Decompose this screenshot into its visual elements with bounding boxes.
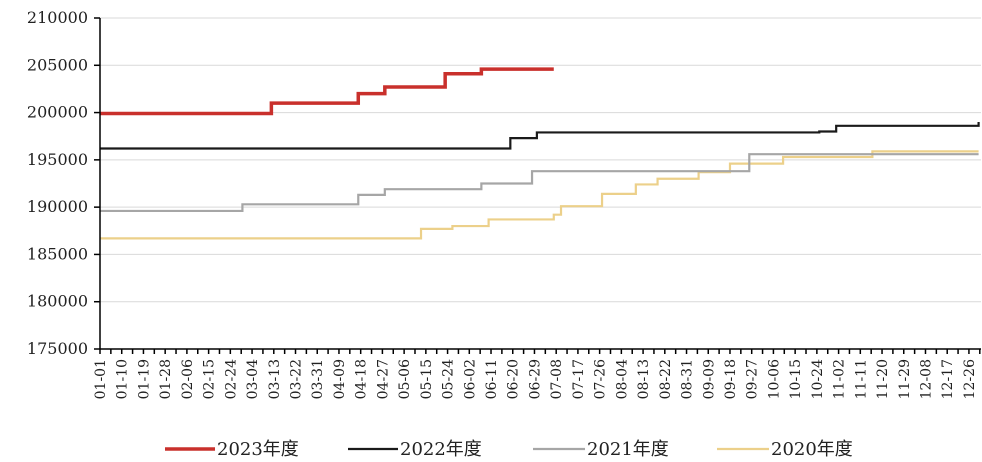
series-line-2021年度 — [100, 153, 979, 213]
x-tick-label: 02-24 — [223, 359, 239, 399]
y-tick-label: 185000 — [27, 244, 88, 263]
x-tick-label: 12-17 — [940, 359, 956, 399]
x-tick-label: 02-15 — [202, 359, 218, 399]
x-tick-label: 03-31 — [310, 359, 326, 399]
x-tick-label: 03-13 — [267, 359, 283, 399]
x-tick-label: 08-13 — [636, 359, 652, 399]
axes: 175000 180000 185000 190000 195000 200000 2050… — [27, 8, 981, 399]
x-tick-label: 04-09 — [332, 359, 348, 399]
x-tick-label: 07-08 — [549, 359, 565, 399]
x-tick-label: 09-09 — [701, 359, 717, 399]
legend-label: 2023年度 — [217, 439, 299, 460]
x-tick-label: 09-18 — [723, 359, 739, 399]
x-tick-label: 10-06 — [766, 359, 782, 399]
x-tick-label: 10-15 — [788, 359, 804, 399]
y-tick-label: 180000 — [27, 292, 88, 311]
x-tick-label: 08-22 — [658, 359, 674, 399]
legend-label: 2021年度 — [587, 439, 669, 460]
x-tick-label: 05-06 — [397, 359, 413, 399]
y-tick-label: 200000 — [27, 103, 88, 122]
grid — [100, 17, 981, 303]
x-tick-label: 01-28 — [158, 359, 174, 399]
x-tick-label: 12-08 — [918, 359, 934, 399]
x-tick-label: 10-24 — [810, 359, 826, 399]
series-line-2020年度 — [100, 150, 979, 240]
x-tick-label: 05-24 — [441, 359, 457, 399]
y-tick-label: 210000 — [27, 8, 88, 27]
series-line-2023年度 — [100, 67, 554, 116]
x-tick-label: 06-29 — [527, 359, 543, 399]
y-tick-label: 195000 — [27, 150, 88, 169]
series-layer — [100, 67, 980, 240]
y-tick-label: 190000 — [27, 197, 88, 216]
x-tick-label: 08-31 — [680, 359, 696, 399]
x-tick-label: 01-10 — [115, 359, 131, 399]
x-tick-label: 11-02 — [832, 359, 848, 399]
x-tick-label: 02-06 — [180, 359, 196, 399]
x-tick-label: 07-17 — [571, 359, 587, 399]
series-line-2022年度 — [100, 122, 980, 150]
legend-label: 2022年度 — [400, 439, 482, 460]
x-tick-label: 06-11 — [484, 359, 500, 399]
x-tick-label: 07-26 — [593, 359, 609, 399]
x-tick-label: 03-22 — [289, 359, 305, 399]
x-tick-label: 11-20 — [875, 359, 891, 399]
x-tick-label: 11-11 — [853, 359, 869, 399]
legend: 2023年度 2022年度 2021年度 2020年度 — [165, 439, 853, 460]
x-tick-label: 08-04 — [614, 359, 630, 399]
x-tick-label: 06-20 — [506, 359, 522, 399]
x-tick-label: 05-15 — [419, 359, 435, 399]
x-tick-label: 03-04 — [245, 359, 261, 399]
x-tick-label: 06-02 — [462, 359, 478, 399]
y-tick-label: 175000 — [27, 339, 88, 358]
x-tick-label: 09-27 — [745, 359, 761, 399]
x-tick-label: 04-27 — [375, 359, 391, 399]
x-tick-label: 11-29 — [897, 359, 913, 399]
x-tick-label: 01-01 — [93, 359, 109, 399]
x-tick-label: 01-19 — [136, 359, 152, 399]
legend-label: 2020年度 — [771, 439, 853, 460]
y-tick-label: 205000 — [27, 55, 88, 74]
x-tick-label: 04-18 — [354, 359, 370, 399]
x-tick-label: 12-26 — [962, 359, 978, 399]
